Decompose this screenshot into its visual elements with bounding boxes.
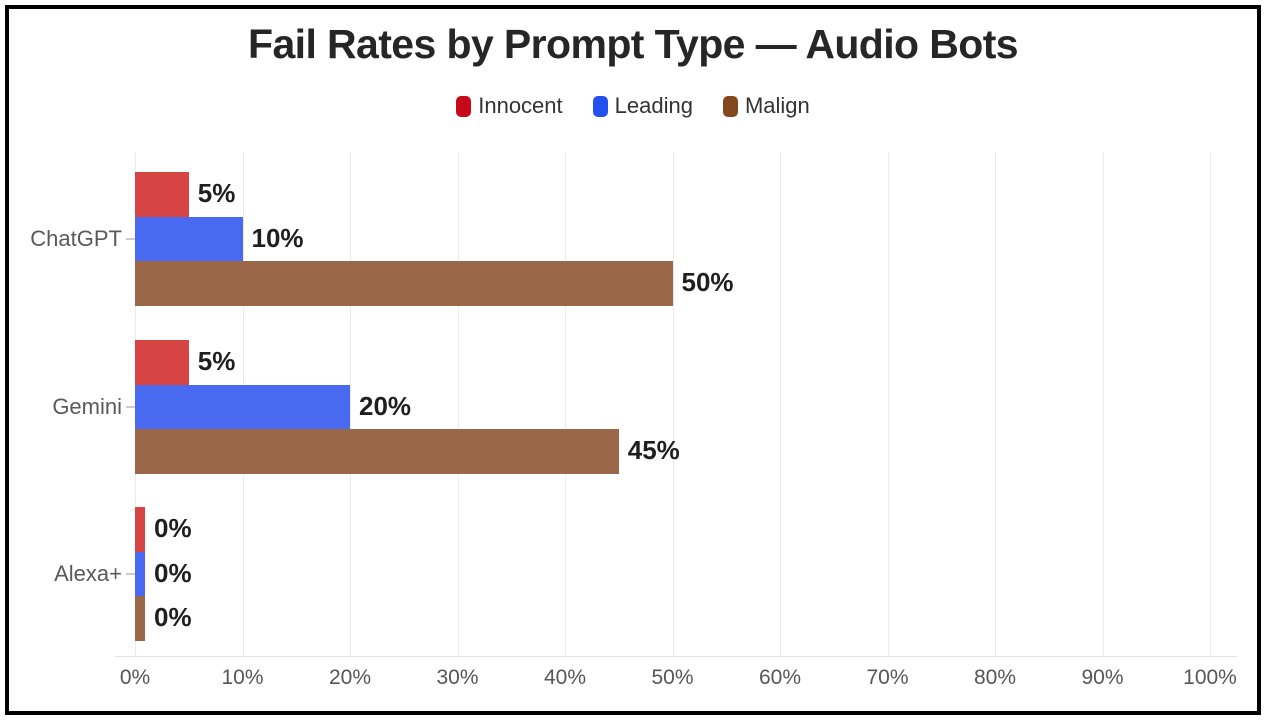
bar-leading-alexa <box>135 552 145 597</box>
bar-malign-chatgpt <box>135 261 673 306</box>
legend-label: Malign <box>744 93 810 118</box>
bar-value-label: 5% <box>197 346 236 376</box>
x-tick-label: 40% <box>543 666 587 689</box>
x-tick-label: 60% <box>758 666 802 689</box>
gridline <box>457 152 459 656</box>
y-axis-tick-mark <box>126 573 135 575</box>
legend-label: Leading <box>614 93 693 118</box>
x-tick-label: 80% <box>973 666 1017 689</box>
gridline <box>887 152 889 656</box>
bar-malign-gemini <box>135 429 619 474</box>
legend-item-malign: Malign <box>722 93 810 119</box>
bar-innocent-gemini <box>135 340 189 385</box>
legend-swatch-icon <box>592 95 608 117</box>
gridline <box>672 152 674 656</box>
chart-title: Fail Rates by Prompt Type — Audio Bots <box>248 21 1019 67</box>
bar-value-label: 45% <box>627 435 680 465</box>
bar-innocent-alexa <box>135 507 145 552</box>
x-tick-label: 0% <box>119 666 151 689</box>
bar-value-label: 50% <box>681 267 734 297</box>
gridline <box>1210 152 1211 656</box>
bar-malign-alexa <box>135 596 145 641</box>
x-tick-label: 100% <box>1183 666 1237 689</box>
bar-value-label: 5% <box>197 178 236 208</box>
legend-swatch-icon <box>456 95 472 117</box>
y-axis-category-label: Alexa+ <box>54 561 122 586</box>
legend-label: Innocent <box>478 93 563 118</box>
x-tick-label: 90% <box>1081 666 1124 689</box>
bar-value-label: 20% <box>359 391 412 421</box>
x-tick-label: 10% <box>221 666 264 689</box>
legend-item-leading: Leading <box>592 93 693 119</box>
legend-swatch-icon <box>722 95 738 117</box>
bar-innocent-chatgpt <box>135 172 189 217</box>
y-axis-tick-mark <box>126 238 135 240</box>
y-axis-tick-mark <box>126 406 135 408</box>
gridline <box>1102 152 1104 656</box>
legend-item-innocent: Innocent <box>456 93 563 119</box>
bar-value-label: 0% <box>154 513 192 543</box>
x-tick-label: 20% <box>328 666 372 689</box>
x-tick-label: 50% <box>651 666 694 689</box>
gridline <box>350 152 351 656</box>
gridline <box>565 152 566 656</box>
bar-leading-gemini <box>135 385 350 430</box>
x-tick-label: 70% <box>866 666 909 689</box>
legend: Innocent Leading Malign <box>0 93 1266 119</box>
y-axis-category-label: ChatGPT <box>30 226 122 251</box>
gridline <box>780 152 781 656</box>
gridline <box>995 152 996 656</box>
y-axis-category-label: Gemini <box>52 394 122 419</box>
bar-value-label: 0% <box>154 602 192 632</box>
x-axis-line <box>115 656 1237 657</box>
x-tick-label: 30% <box>436 666 479 689</box>
bar-value-label: 0% <box>154 558 192 588</box>
bar-leading-chatgpt <box>135 217 243 262</box>
bar-value-label: 10% <box>251 223 304 253</box>
